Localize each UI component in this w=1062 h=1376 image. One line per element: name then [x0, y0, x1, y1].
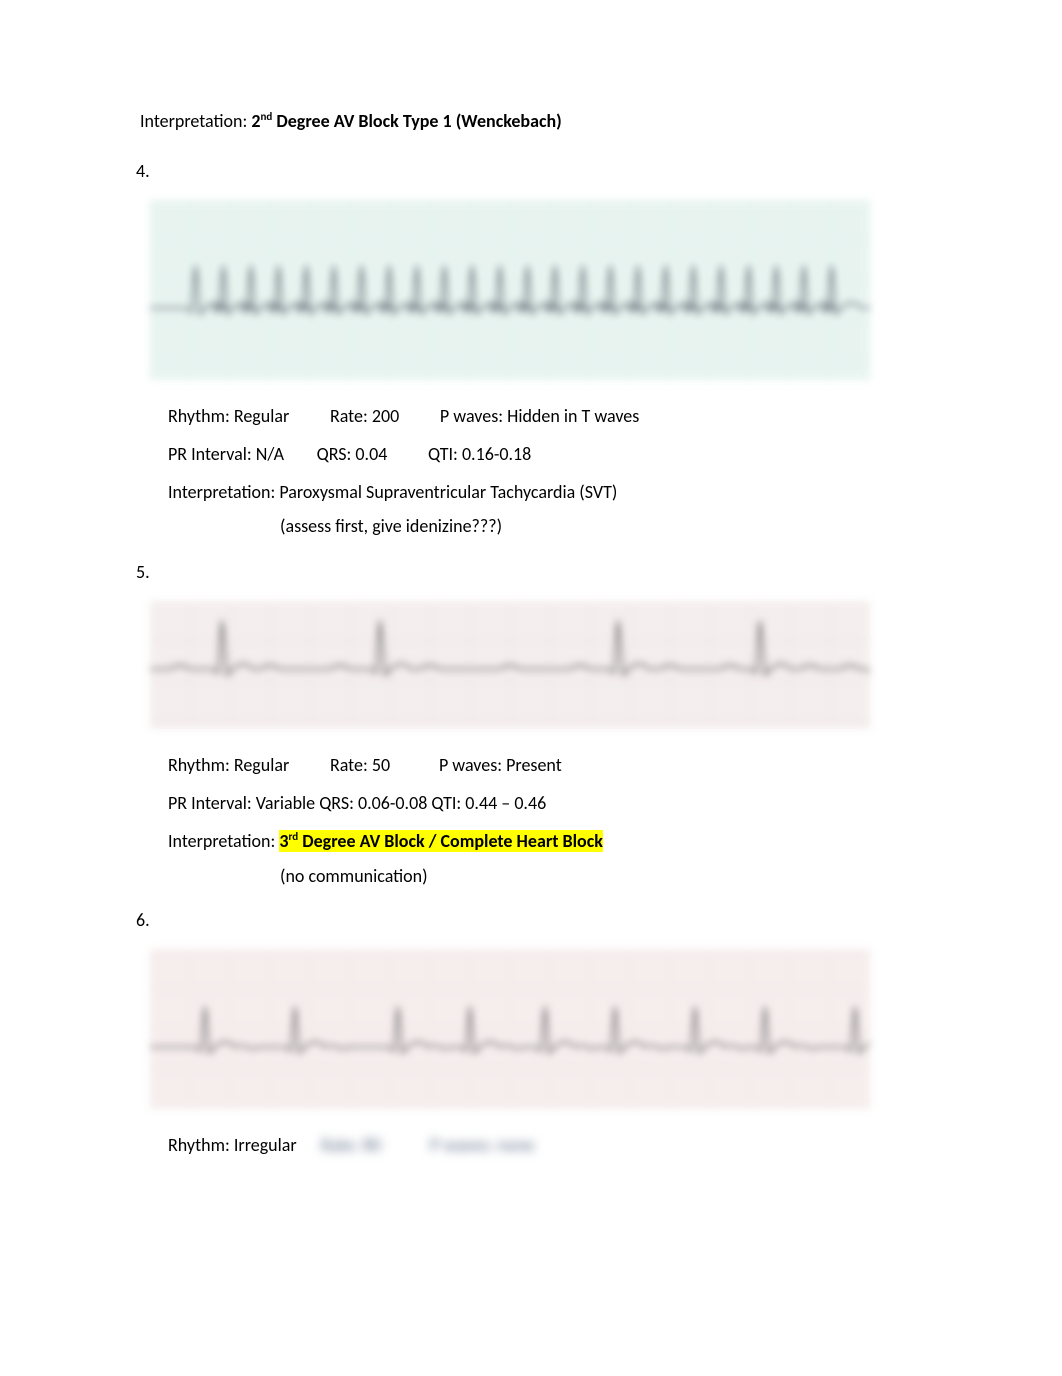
- param-row: Rhythm: Regular Rate: 50 P waves: Presen…: [168, 747, 922, 785]
- interp-line-top: Interpretation: 2nd Degree AV Block Type…: [140, 110, 922, 132]
- ecg-svg-6: [150, 949, 870, 1109]
- note-5: (no communication): [280, 865, 922, 887]
- param-row: PR Interval: Variable QRS: 0.06-0.08 QTI…: [168, 785, 922, 823]
- params-6: Rhythm: Irregular Rate: 80 P waves: none: [168, 1127, 922, 1165]
- interp-row-5: Interpretation: 3rd Degree AV Block / Co…: [168, 823, 922, 861]
- highlighted-interp: 3rd Degree AV Block / Complete Heart Blo…: [279, 830, 603, 852]
- ecg-strip-4: [150, 200, 870, 380]
- param-row: PR Interval: N/A QRS: 0.04 QTI: 0.16-0.1…: [168, 436, 922, 474]
- ecg-strip-6: [150, 949, 870, 1109]
- interp-label: Interpretation:: [140, 110, 251, 132]
- param-row: Rhythm: Regular Rate: 200 P waves: Hidde…: [168, 398, 922, 436]
- param-row: Rhythm: Irregular Rate: 80 P waves: none: [168, 1127, 922, 1165]
- ecg-svg-5: [150, 601, 870, 729]
- document-page: Interpretation: 2nd Degree AV Block Type…: [0, 0, 1062, 1209]
- list-number-6: 6.: [136, 909, 922, 931]
- list-number-4: 4.: [136, 160, 922, 182]
- params-5: Rhythm: Regular Rate: 50 P waves: Presen…: [168, 747, 922, 860]
- list-number-5: 5.: [136, 561, 922, 583]
- interp-row-4: Interpretation: Paroxysmal Supraventricu…: [168, 474, 922, 512]
- ecg-svg-4: [150, 200, 870, 380]
- note-4: (assess first, give idenizine???): [280, 515, 922, 537]
- params-4: Rhythm: Regular Rate: 200 P waves: Hidde…: [168, 398, 922, 511]
- ecg-strip-5: [150, 601, 870, 729]
- interp-value: 2nd Degree AV Block Type 1 (Wenckebach): [251, 110, 561, 132]
